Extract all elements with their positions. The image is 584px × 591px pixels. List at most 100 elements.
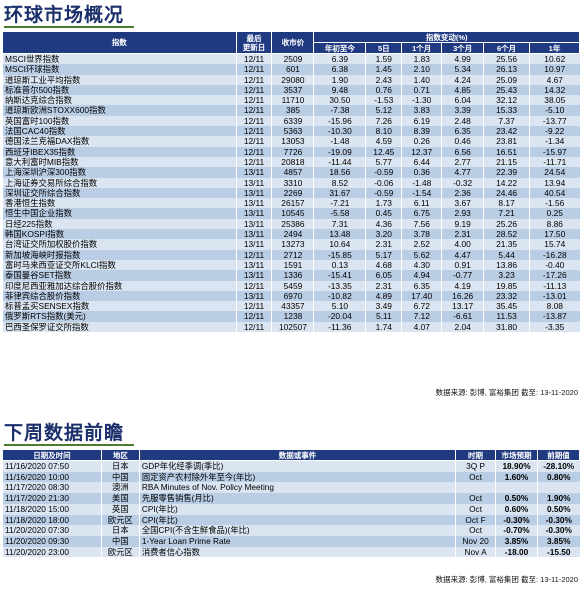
cell-datetime: 11/20/2020 07:30 xyxy=(2,525,102,536)
table-row: 11/20/2020 07:30 日本 全国CPI(不含生鲜食品)(年比) Oct -0… xyxy=(2,525,580,536)
cell-ytd: -15.85 xyxy=(313,249,366,260)
cell-3m: 4.00 xyxy=(441,239,484,250)
cell-last-update: 13/11 xyxy=(235,270,272,281)
cell-event: CPI(年比) xyxy=(138,514,456,526)
cell-1m: -1.54 xyxy=(401,187,442,199)
header-region: 地区 xyxy=(100,449,140,461)
cell-5d: 2.43 xyxy=(365,74,402,85)
cell-ytd: -11.44 xyxy=(313,156,366,168)
cell-last-update: 13/11 xyxy=(235,177,272,188)
cell-6m: 28.52 xyxy=(483,229,530,240)
table-row: 法国CAC40指数 12/11 5363 -10.30 8.10 8.39 6.35 23.4… xyxy=(2,126,580,137)
cell-5d: 5.77 xyxy=(365,156,402,168)
cell-forecast: -18.00 xyxy=(495,546,538,558)
cell-index-name: 印度尼西亚雅加达综合股价指数 xyxy=(2,280,237,291)
cell-5d: 12.45 xyxy=(365,146,402,157)
cell-1y: -15.97 xyxy=(529,146,580,157)
cell-ytd: 30.50 xyxy=(313,95,366,106)
cell-last-update: 13/11 xyxy=(235,218,272,230)
cell-last-update: 12/11 xyxy=(235,249,272,260)
cell-close: 29080 xyxy=(271,74,314,85)
cell-6m: 16.51 xyxy=(483,146,530,157)
cell-forecast xyxy=(495,482,538,494)
header-previous: 前期值 xyxy=(536,449,581,461)
cell-3m: 16.26 xyxy=(441,290,484,302)
cell-5d: -1.53 xyxy=(365,95,402,106)
cell-1y: -9.22 xyxy=(529,126,580,137)
cell-5d: 3.20 xyxy=(365,229,402,240)
cell-index-name: 深圳证交所综合指数 xyxy=(2,187,237,199)
cell-ytd: 8.52 xyxy=(313,177,366,188)
table-row: 深圳证交所综合指数 13/11 2269 31.67 -0.59 -1.54 2.36 24.… xyxy=(2,187,580,199)
cell-index-name: 意大利富时MIB指数 xyxy=(2,156,237,168)
cell-close: 7726 xyxy=(271,146,314,157)
header-close: 收市价 xyxy=(271,31,315,54)
cell-5d: 5.12 xyxy=(365,105,402,116)
cell-1m: 6.44 xyxy=(401,156,442,168)
cell-period: 3Q P xyxy=(455,460,496,472)
cell-forecast: 1.60% xyxy=(495,471,538,483)
cell-3m: 4.19 xyxy=(441,280,484,291)
cell-1y: -16.28 xyxy=(529,249,580,260)
cell-1m: 6.75 xyxy=(401,208,442,219)
cell-1y: -0.40 xyxy=(529,259,580,271)
cell-close: 4857 xyxy=(271,167,314,178)
table-row: 11/20/2020 23:00 欧元区 消费者信心指数 Nov A -18.00 -15… xyxy=(2,546,580,558)
cell-close: 10545 xyxy=(271,208,314,219)
cell-datetime: 11/20/2020 23:00 xyxy=(2,546,102,558)
cell-region: 欧元区 xyxy=(100,514,140,526)
cell-index-name: 富时马来西亚证交所KLCI指数 xyxy=(2,259,237,271)
cell-previous: 3.85% xyxy=(536,535,580,547)
cell-last-update: 13/11 xyxy=(235,259,272,271)
cell-index-name: 法国CAC40指数 xyxy=(2,126,237,137)
cell-3m: 2.93 xyxy=(441,208,484,219)
cell-previous: 0.80% xyxy=(536,471,580,483)
table-row: 恒生中国企业指数 13/11 10545 -5.58 0.45 6.75 2.93 7.21 0… xyxy=(2,208,580,219)
cell-region: 澳洲 xyxy=(100,482,140,494)
cell-3m: 9.19 xyxy=(441,218,484,230)
cell-3m: 4.85 xyxy=(441,84,484,96)
cell-last-update: 12/11 xyxy=(235,321,272,333)
cell-3m: 2.48 xyxy=(441,115,484,127)
cell-1m: 2.52 xyxy=(401,239,442,250)
cell-close: 2494 xyxy=(271,229,314,240)
cell-index-name: 韩国KOSPI指数 xyxy=(2,229,237,240)
cell-index-name: 新加坡海峡时报指数 xyxy=(2,249,237,260)
cell-last-update: 13/11 xyxy=(235,229,272,240)
cell-forecast: -0.70% xyxy=(495,525,538,536)
cell-ytd: 6.38 xyxy=(313,64,366,75)
cell-6m: 25.56 xyxy=(483,53,530,65)
header-last-update: 最后 更新日 xyxy=(235,31,273,54)
cell-1m: 0.36 xyxy=(401,167,442,178)
data-preview-table: 日期及时间 地区 数据或事件 时期 市场预期 前期值 11/16/2020 07… xyxy=(2,449,581,558)
cell-last-update: 12/11 xyxy=(235,64,272,75)
cell-ytd: 31.67 xyxy=(313,187,366,199)
table-row: 台湾证交所加权股价指数 13/11 13273 10.64 2.31 2.52 4.00 21… xyxy=(2,239,580,250)
cell-1m: 2.10 xyxy=(401,64,442,75)
table-row: 上海深圳沪深300指数 13/11 4857 18.56 -0.59 0.36 4.77 22… xyxy=(2,167,580,178)
cell-3m: 2.77 xyxy=(441,156,484,168)
cell-region: 美国 xyxy=(100,493,140,504)
cell-1m: 7.56 xyxy=(401,218,442,230)
cell-close: 20818 xyxy=(271,156,314,168)
cell-1m: -1.30 xyxy=(401,95,442,106)
cell-5d: 6.05 xyxy=(365,270,402,281)
cell-datetime: 11/18/2020 15:00 xyxy=(2,503,102,515)
cell-last-update: 12/11 xyxy=(235,53,272,65)
cell-6m: 23.32 xyxy=(483,290,530,302)
cell-5d: 2.31 xyxy=(365,239,402,250)
cell-1y: 10.62 xyxy=(529,53,580,65)
cell-index-name: 香港恒生指数 xyxy=(2,198,237,209)
cell-ytd: -10.82 xyxy=(313,290,366,302)
cell-1y: 10.97 xyxy=(529,64,580,75)
cell-last-update: 12/11 xyxy=(235,301,272,312)
cell-index-name: 英国富时100指数 xyxy=(2,115,237,127)
cell-index-name: 德国法兰克福DAX指数 xyxy=(2,136,237,147)
cell-1m: 0.71 xyxy=(401,84,442,96)
cell-close: 2509 xyxy=(271,53,314,65)
cell-6m: 22.39 xyxy=(483,167,530,178)
cell-3m: 4.47 xyxy=(441,249,484,260)
table-row: 上海证券交易所综合指数 13/11 3310 8.52 -0.06 -1.48 -0.32 1… xyxy=(2,177,580,188)
cell-period: Oct F xyxy=(455,514,496,526)
cell-5d: 1.45 xyxy=(365,64,402,75)
